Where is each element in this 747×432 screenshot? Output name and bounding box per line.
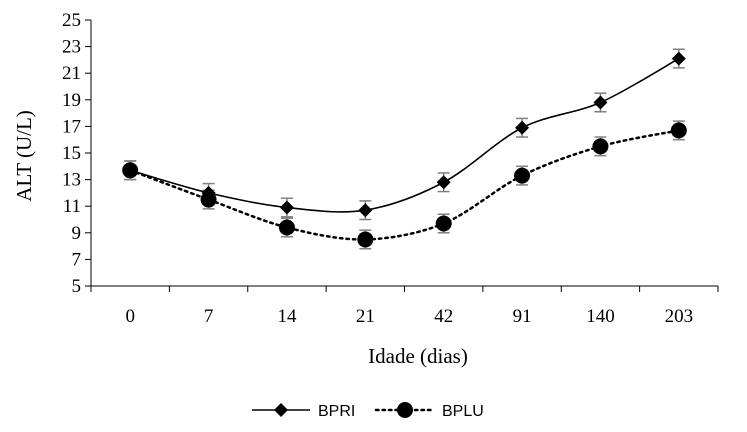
x-tick-label: 203 <box>665 306 694 327</box>
bplu-marker <box>122 162 139 179</box>
bplu-marker <box>670 122 687 139</box>
legend-label-bpri: BPRI <box>318 403 355 420</box>
legend-label-bplu: BPLU <box>442 403 484 420</box>
bpri-marker <box>358 203 373 218</box>
y-tick-label: 19 <box>62 90 81 111</box>
legend-item-bpri: BPRI <box>252 403 355 420</box>
bpri-marker <box>436 175 451 190</box>
legend: BPRI BPLU <box>252 402 484 420</box>
y-tick-label: 5 <box>72 276 82 297</box>
bpri-line <box>129 57 680 213</box>
y-tick-label: 25 <box>62 10 81 31</box>
y-tick-label: 15 <box>62 143 81 164</box>
bpri-marker <box>671 51 686 66</box>
y-tick-label: 7 <box>72 249 82 270</box>
bpri-marker <box>593 95 608 110</box>
x-tick-label: 21 <box>356 306 375 327</box>
axes <box>90 20 718 287</box>
x-tick-label: 140 <box>586 306 615 327</box>
x-tick-label: 7 <box>204 306 214 327</box>
y-tick-labels: 5 7 9 11 13 15 17 19 21 23 25 <box>62 10 91 297</box>
bplu-marker <box>435 215 452 232</box>
bplu-marker <box>514 167 531 184</box>
legend-marker-bplu <box>397 402 413 418</box>
bplu-marker <box>200 191 217 208</box>
y-tick-label: 9 <box>72 223 82 244</box>
y-tick-label: 17 <box>62 116 81 137</box>
x-tick-label: 14 <box>277 306 297 327</box>
bpri-marker <box>515 120 530 135</box>
y-tick-label: 13 <box>62 170 81 191</box>
y-tick-label: 21 <box>62 63 81 84</box>
x-axis-label: Idade (dias) <box>368 344 468 368</box>
bplu-marker <box>278 219 295 236</box>
legend-marker-bpri <box>274 403 288 417</box>
x-tick-label: 42 <box>434 306 453 327</box>
x-tick-label: 91 <box>513 306 532 327</box>
y-axis-label: ALT (U/L) <box>12 110 36 202</box>
y-tick-label: 23 <box>62 37 81 58</box>
bpri-marker <box>279 200 294 215</box>
x-tick-labels: 0 7 14 21 42 91 140 203 <box>90 286 719 327</box>
y-tick-label: 11 <box>63 196 81 217</box>
x-tick-label: 0 <box>125 306 135 327</box>
legend-item-bplu: BPLU <box>374 402 484 420</box>
bplu-marker <box>357 231 374 248</box>
series-markers <box>122 51 687 248</box>
bplu-marker <box>592 138 609 155</box>
